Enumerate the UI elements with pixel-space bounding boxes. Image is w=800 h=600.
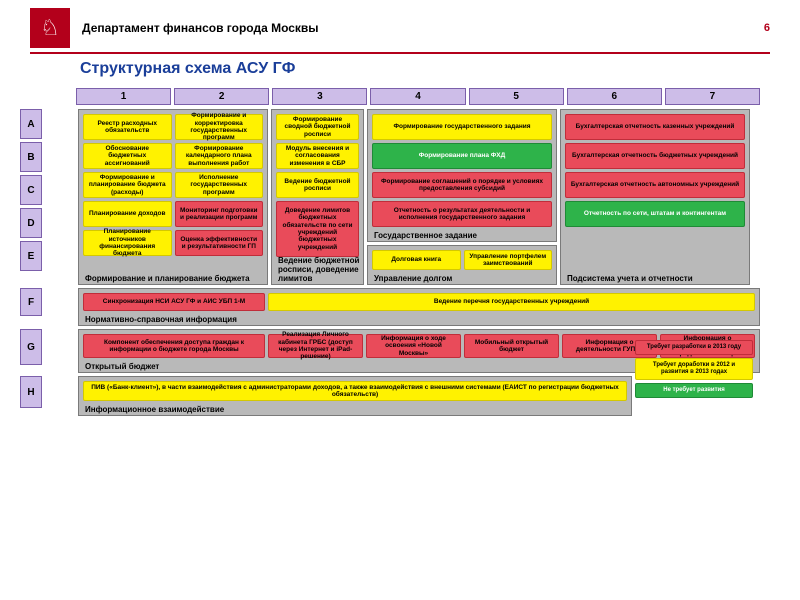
row-c: C: [20, 175, 42, 205]
cell-e2: Оценка эффективности и результативности …: [175, 230, 264, 256]
cell-b67: Бухгалтерская отчетность бюджетных учреж…: [565, 143, 745, 169]
cell-d3: Доведение лимитов бюджетных обязательств…: [276, 201, 359, 257]
cell-a67: Бухгалтерская отчетность казенных учрежд…: [565, 114, 745, 140]
cell-b2: Формирование календарного плана выполнен…: [175, 143, 264, 169]
row-h: H: [20, 376, 42, 408]
col-3: 3: [272, 88, 367, 105]
row-d: D: [20, 208, 42, 238]
cell-g4: Мобильный открытый бюджет: [464, 334, 559, 358]
cell-g1: Компонент обеспечения доступа граждан к …: [83, 334, 265, 358]
legend-yellow: Требует доработки в 2012 и развития в 20…: [635, 358, 753, 380]
cell-a2: Формирование и корректировка государстве…: [175, 114, 264, 140]
legend-green: Не требует развития: [635, 383, 753, 398]
col-7: 7: [665, 88, 760, 105]
section-7-label: Открытый бюджет: [85, 362, 159, 371]
section-8-label: Информационное взаимодействие: [85, 405, 224, 414]
cell-g2: Реализация Личного кабинета ГРБС (доступ…: [268, 334, 363, 358]
cell-f1: Синхронизация НСИ АСУ ГФ и АИС УБП 1-М: [83, 293, 265, 311]
cell-d67: Отчетность по сети, штатам и контингента…: [565, 201, 745, 227]
cell-b45: Формирование плана ФХД: [372, 143, 552, 169]
legend: Требует разработки в 2013 году Требует д…: [635, 340, 753, 416]
col-1: 1: [76, 88, 171, 105]
legend-red: Требует разработки в 2013 году: [635, 340, 753, 355]
row-a: A: [20, 109, 42, 139]
diagram-grid: 1 2 3 4 5 6 7 A B C D E Реестр расходных…: [20, 88, 760, 416]
row-b: B: [20, 142, 42, 172]
cell-c2: Исполнение государственных программ: [175, 172, 264, 198]
col-2: 2: [174, 88, 269, 105]
cell-a1: Реестр расходных обязательств: [83, 114, 172, 140]
page-title: Структурная схема АСУ ГФ: [80, 60, 770, 78]
column-headers: 1 2 3 4 5 6 7: [76, 88, 760, 105]
cell-b1: Обоснование бюджетных ассигнований: [83, 143, 172, 169]
cell-e5: Управление портфелем заимствований: [464, 250, 553, 270]
cell-a45: Формирование государственного задания: [372, 114, 552, 140]
cell-c45: Формирование соглашений о порядке и усло…: [372, 172, 552, 198]
section-4-label: Управление долгом: [374, 274, 452, 283]
cell-d2: Мониторинг подготовки и реализации прогр…: [175, 201, 264, 227]
cell-d1: Планирование доходов: [83, 201, 172, 227]
row-f: F: [20, 288, 42, 316]
cell-e1: Планирование источников финансирования б…: [83, 230, 172, 256]
cell-d45: Отчетность о результатах деятельности и …: [372, 201, 552, 227]
cell-h1: ПИВ («Банк-клиент»), в части взаимодейст…: [83, 381, 627, 401]
cell-b3: Модуль внесения и согласования изменения…: [276, 143, 359, 169]
cell-a3: Формирование сводной бюджетной росписи: [276, 114, 359, 140]
section-5-label: Подсистема учета и отчетности: [567, 274, 693, 283]
cell-c67: Бухгалтерская отчетность автономных учре…: [565, 172, 745, 198]
col-6: 6: [567, 88, 662, 105]
row-g: G: [20, 329, 42, 365]
section-6-label: Нормативно-справочная информация: [85, 315, 237, 324]
cell-c3: Ведение бюджетной росписи: [276, 172, 359, 198]
section-1-label: Формирование и планирование бюджета: [85, 274, 250, 283]
cell-g3: Информация о ходе освоения «Новой Москвы…: [366, 334, 461, 358]
col-5: 5: [469, 88, 564, 105]
section-3-label: Государственное задание: [374, 231, 477, 240]
row-e: E: [20, 241, 42, 271]
department-name: Департамент финансов города Москвы: [82, 21, 752, 35]
page-number: 6: [764, 22, 770, 34]
cell-e4: Долговая книга: [372, 250, 461, 270]
col-4: 4: [370, 88, 465, 105]
cell-f2: Ведение перечня государственных учрежден…: [268, 293, 755, 311]
cell-c1: Формирование и планирование бюджета (рас…: [83, 172, 172, 198]
section-2-label: Ведение бюджетной росписи, доведение лим…: [278, 256, 363, 283]
moscow-logo: ♘: [30, 8, 70, 48]
